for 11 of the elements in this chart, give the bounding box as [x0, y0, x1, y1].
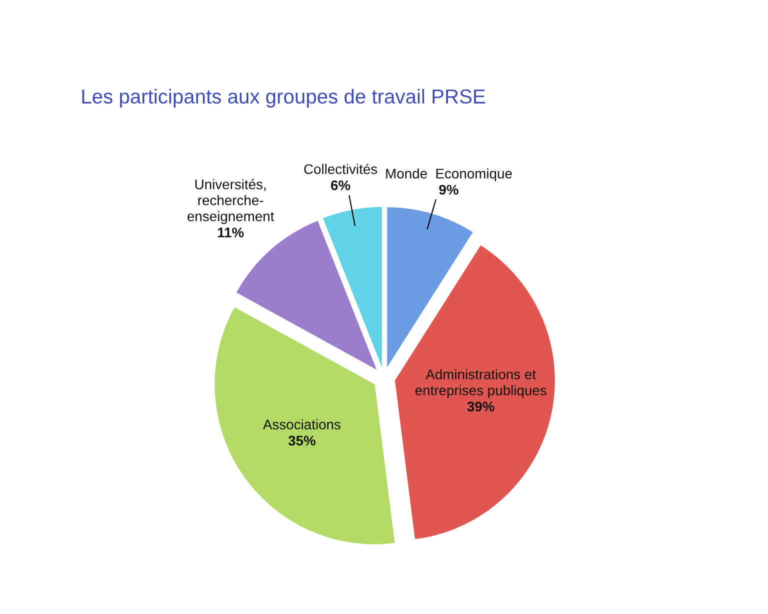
data-label: 9% — [439, 184, 458, 195]
slice-label: Monde Economique — [386, 168, 512, 182]
data-label: 11% — [218, 228, 244, 238]
slice-label: Universités, recherche- enseignement — [188, 178, 274, 224]
data-label: 6% — [331, 180, 350, 190]
slice-label: Administrations et entreprises publiques — [415, 369, 546, 398]
slice-label: Associations — [263, 419, 340, 430]
chart-title: Les participants aux groupes de travail PRSE — [82, 88, 486, 108]
slice-label: Collectivités — [304, 164, 378, 174]
data-label: 35% — [288, 436, 316, 446]
data-label: 39% — [467, 402, 494, 412]
